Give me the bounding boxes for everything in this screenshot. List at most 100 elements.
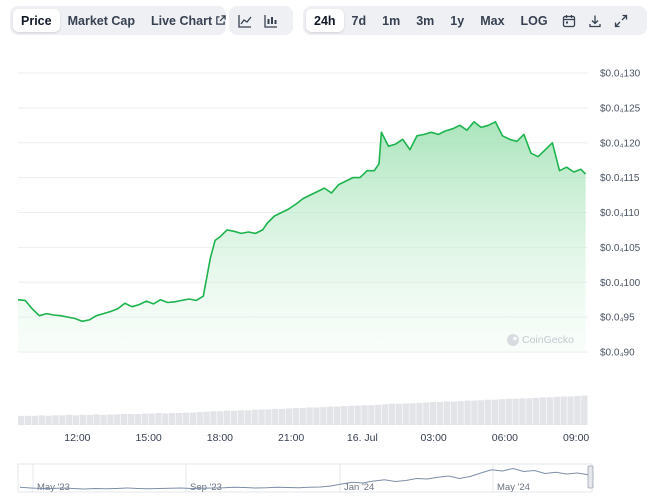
volume-bar — [402, 403, 409, 425]
y-tick-label: $0.0₄115 — [600, 173, 640, 184]
range-tab-group: 24h 7d 1m 3m 1y Max LOG — [303, 6, 647, 35]
chart-toolbar: Price Market Cap Live Chart 24h 7d 1m 3m… — [8, 6, 647, 36]
y-tick-label: $0.0₄95 — [600, 313, 635, 324]
volume-bar — [134, 414, 141, 425]
tab-market-cap[interactable]: Market Cap — [67, 13, 135, 28]
navigator-label: May '23 — [37, 482, 70, 493]
volume-bar — [285, 408, 293, 425]
candlestick-chart-icon[interactable] — [258, 9, 284, 32]
x-tick-label: 18:00 — [207, 432, 233, 444]
volume-bar — [368, 405, 375, 425]
navigator-handle[interactable] — [587, 465, 594, 489]
volume-bar — [450, 401, 457, 425]
volume-bar — [72, 415, 80, 425]
volume-bar — [313, 407, 320, 425]
volume-bars — [18, 395, 588, 425]
volume-bar — [141, 413, 148, 425]
navigator-labels: May '23 Sep '23 Jan '24 May '24 — [32, 464, 530, 493]
volume-bar — [375, 404, 382, 425]
volume-bar — [574, 396, 581, 425]
x-tick-label: 12:00 — [64, 432, 90, 444]
volume-bar — [45, 415, 52, 425]
volume-bar — [127, 414, 135, 425]
volume-bar — [546, 397, 554, 425]
volume-bar — [320, 407, 327, 425]
volume-bar — [169, 413, 176, 425]
x-tick-label: 06:00 — [492, 432, 518, 444]
volume-bar — [306, 407, 313, 425]
line-chart-icon[interactable] — [232, 9, 258, 32]
y-tick-label: $0.0₄130 — [600, 69, 641, 80]
volume-bar — [430, 402, 437, 425]
volume-bar — [581, 395, 588, 425]
y-tick-label: $0.0₄120 — [600, 138, 641, 149]
tab-price[interactable]: Price — [13, 9, 60, 32]
volume-bar — [79, 414, 87, 425]
volume-bar — [155, 413, 162, 425]
volume-bar — [519, 398, 526, 425]
range-1m[interactable]: 1m — [382, 13, 401, 28]
tab-live-chart[interactable]: Live Chart — [143, 9, 234, 32]
volume-bar — [498, 399, 505, 425]
price-area — [18, 121, 586, 352]
y-tick-label: $0.0₄125 — [600, 103, 641, 114]
view-tab-group: Price Market Cap Live Chart — [10, 6, 226, 35]
volume-bar — [24, 415, 32, 425]
navigator-line — [19, 467, 589, 490]
volume-bar — [478, 400, 485, 425]
volume-bar — [272, 408, 279, 425]
volume-bar — [86, 414, 93, 425]
volume-bar — [265, 409, 272, 425]
range-1y[interactable]: 1y — [450, 13, 465, 28]
volume-bar — [182, 412, 190, 425]
y-tick-label: $0.0₄105 — [600, 243, 641, 254]
volume-bar — [505, 398, 512, 425]
volume-bar — [361, 405, 368, 425]
volume-bar — [533, 397, 540, 425]
calendar-icon[interactable] — [556, 9, 582, 32]
volume-bar — [93, 414, 100, 425]
price-line — [17, 121, 587, 323]
volume-bar — [237, 410, 245, 425]
volume-bar — [176, 413, 183, 425]
volume-bar — [18, 415, 25, 425]
volume-bar — [162, 413, 169, 425]
range-max[interactable]: Max — [480, 13, 505, 28]
volume-bar — [340, 406, 348, 425]
y-tick-label: $0.0₄100 — [600, 278, 641, 289]
volume-bar — [100, 414, 107, 425]
volume-bar — [299, 408, 306, 425]
x-axis: 12:00 15:00 18:00 21:00 16. Jul 03:00 06:00 09:… — [64, 432, 589, 444]
volume-bar — [327, 406, 334, 425]
volume-bar — [436, 402, 444, 425]
x-tick-label: 15:00 — [135, 432, 161, 444]
live-chart-label: Live Chart — [150, 13, 213, 28]
navigator-label: Jan '24 — [344, 482, 374, 493]
volume-bar — [196, 412, 203, 425]
x-tick-label: 16. Jul — [347, 432, 378, 444]
x-tick-label: 09:00 — [563, 432, 589, 444]
range-3m[interactable]: 3m — [416, 13, 435, 28]
range-7d[interactable]: 7d — [351, 13, 367, 28]
chart-type-group — [229, 6, 293, 35]
range-log[interactable]: LOG — [520, 13, 548, 28]
volume-bar — [258, 409, 265, 425]
volume-bar — [409, 403, 416, 425]
download-icon[interactable] — [582, 9, 608, 32]
range-24h[interactable]: 24h — [306, 9, 344, 32]
fullscreen-icon[interactable] — [608, 9, 634, 32]
volume-bar — [471, 400, 478, 425]
volume-bar — [217, 411, 224, 425]
volume-bar — [52, 415, 59, 425]
volume-bar — [107, 414, 114, 425]
x-tick-label: 21:00 — [278, 432, 304, 444]
y-tick-label: $0.0₄110 — [600, 208, 640, 219]
volume-bar — [491, 399, 499, 425]
volume-bar — [189, 412, 196, 425]
volume-bar — [485, 399, 492, 425]
volume-bar — [512, 398, 519, 425]
volume-bar — [224, 410, 231, 425]
volume-bar — [553, 396, 560, 425]
coingecko-watermark: CoinGecko — [507, 334, 574, 346]
